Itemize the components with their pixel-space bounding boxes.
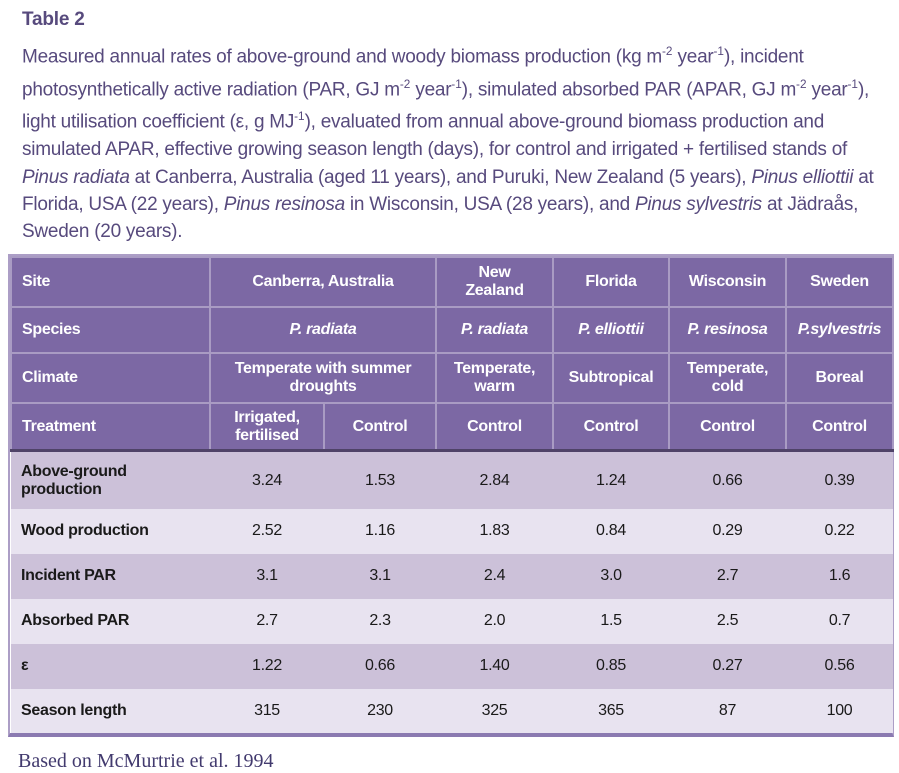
header-cell-text: New Zealand <box>465 263 524 299</box>
table-row-species: Species P. radiata P. radiata P. elliott… <box>10 305 895 354</box>
data-cell: 0.66 <box>324 643 437 689</box>
header-cell-sweden: Sweden <box>785 255 895 308</box>
row-label: Above-ground production <box>11 450 210 509</box>
row-label: Absorbed PAR <box>11 598 210 644</box>
climate-cell-sweden: Boreal <box>785 351 895 404</box>
treatment-cell-control-5: Control <box>785 401 895 453</box>
treatment-cell-control-3: Control <box>552 401 671 453</box>
table-row-site: Site Canberra, Australia New Zealand Flo… <box>10 255 895 308</box>
source-note: Based on McMurtrie et al. 1994 <box>18 749 274 772</box>
table-row-above-ground-production: Above-ground production 3.24 1.53 2.84 1… <box>11 450 894 509</box>
data-cell: 315 <box>210 688 324 733</box>
data-cell: 2.7 <box>210 598 324 644</box>
table-header: Site Canberra, Australia New Zealand Flo… <box>10 255 895 453</box>
data-cell: 2.52 <box>210 508 324 554</box>
table-row-incident-par: Incident PAR 3.1 3.1 2.4 3.0 2.7 1.6 <box>11 553 894 599</box>
table-row-wood-production: Wood production 2.52 1.16 1.83 0.84 0.29… <box>11 508 894 554</box>
data-cell: 0.66 <box>669 450 787 509</box>
table-row-epsilon: ε 1.22 0.66 1.40 0.85 0.27 0.56 <box>11 643 894 689</box>
data-cell: 325 <box>436 688 554 733</box>
treatment-cell-control-2: Control <box>435 401 555 453</box>
data-cell: 1.40 <box>436 643 554 689</box>
data-cell: 3.0 <box>553 553 670 599</box>
data-cell: 3.1 <box>210 553 324 599</box>
data-cell: 365 <box>553 688 670 733</box>
row-label-treatment: Treatment <box>10 401 211 453</box>
table-row-treatment: Treatment Irrigated, fertilised Control … <box>10 401 895 453</box>
data-cell: 1.22 <box>210 643 324 689</box>
header-cell-new-zealand: New Zealand <box>435 255 555 308</box>
data-cell: 2.4 <box>436 553 554 599</box>
data-cell: 0.56 <box>786 643 894 689</box>
data-cell: 0.22 <box>786 508 894 554</box>
data-cell: 1.83 <box>436 508 554 554</box>
treatment-cell-control-4: Control <box>668 401 788 453</box>
table-title: Table 2 <box>22 9 85 30</box>
data-cell: 1.24 <box>553 450 670 509</box>
climate-cell-florida: Subtropical <box>552 351 671 404</box>
species-cell-sweden: P.sylvestris <box>785 305 895 354</box>
data-cell: 1.6 <box>786 553 894 599</box>
climate-cell-new-zealand: Temperate, warm <box>435 351 555 404</box>
species-cell-wisconsin: P. resinosa <box>668 305 788 354</box>
data-cell: 0.29 <box>669 508 787 554</box>
treatment-cell-control-1: Control <box>322 401 438 453</box>
data-cell: 1.16 <box>324 508 437 554</box>
table-caption: Measured annual rates of above-ground an… <box>22 45 874 243</box>
data-cell: 1.53 <box>324 450 437 509</box>
row-label-site: Site <box>10 255 211 308</box>
data-cell: 87 <box>669 688 787 733</box>
data-cell: 2.3 <box>324 598 437 644</box>
data-cell: 0.7 <box>786 598 894 644</box>
data-cell: 230 <box>324 688 437 733</box>
table-row-absorbed-par: Absorbed PAR 2.7 2.3 2.0 1.5 2.5 0.7 <box>11 598 894 644</box>
data-cell: 0.84 <box>553 508 670 554</box>
table-row-season-length: Season length 315 230 325 365 87 100 <box>11 688 894 733</box>
data-cell: 0.85 <box>553 643 670 689</box>
row-label: ε <box>11 643 210 689</box>
row-label-species: Species <box>10 305 211 354</box>
climate-cell-canberra: Temperate with summer droughts <box>208 351 438 404</box>
row-label-climate: Climate <box>10 351 211 404</box>
header-cell-florida: Florida <box>552 255 671 308</box>
data-cell: 2.5 <box>669 598 787 644</box>
treatment-cell-irrigated: Irrigated, fertilised <box>209 401 325 453</box>
table-row-climate: Climate Temperate with summer droughts T… <box>10 351 895 404</box>
header-cell-wisconsin: Wisconsin <box>668 255 788 308</box>
table-body: Above-ground production 3.24 1.53 2.84 1… <box>11 450 894 733</box>
data-cell: 2.84 <box>436 450 554 509</box>
data-cell: 0.27 <box>669 643 787 689</box>
header-cell-canberra: Canberra, Australia <box>208 255 438 308</box>
data-cell: 2.0 <box>436 598 554 644</box>
data-cell: 2.7 <box>669 553 787 599</box>
data-table-container: Site Canberra, Australia New Zealand Flo… <box>8 253 895 737</box>
species-cell-florida: P. elliottii <box>552 305 671 354</box>
data-cell: 0.39 <box>786 450 894 509</box>
data-cell: 1.5 <box>553 598 670 644</box>
species-cell-canberra: P. radiata <box>208 305 438 354</box>
data-cell: 3.24 <box>210 450 324 509</box>
species-cell-new-zealand: P. radiata <box>435 305 555 354</box>
data-table: Site Canberra, Australia New Zealand Flo… <box>10 255 895 733</box>
row-label: Season length <box>11 688 210 733</box>
row-label: Incident PAR <box>11 553 210 599</box>
row-label: Wood production <box>11 508 210 554</box>
data-cell: 3.1 <box>324 553 437 599</box>
data-cell: 100 <box>786 688 894 733</box>
climate-cell-wisconsin: Temperate, cold <box>668 351 788 404</box>
